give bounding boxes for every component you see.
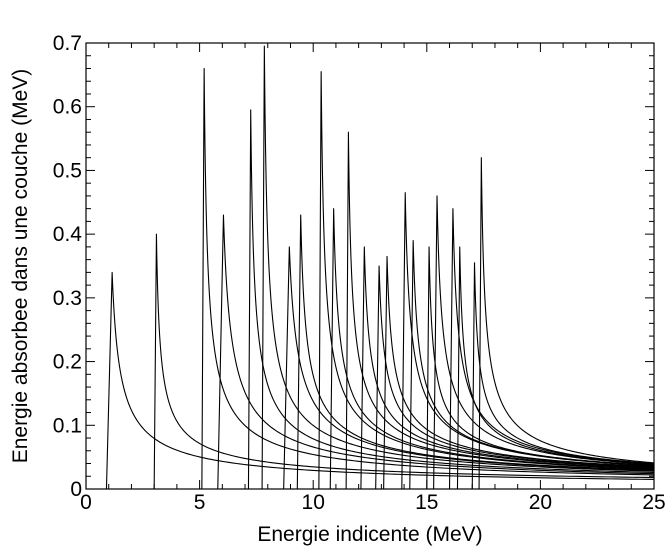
x-tick-label: 15	[415, 491, 438, 514]
series-line-6	[261, 45, 655, 490]
y-tick-label: 0.3	[53, 287, 82, 310]
series-lines	[105, 45, 655, 490]
series-line-9	[318, 71, 655, 490]
series-line-2	[153, 233, 655, 490]
axis-tick-labels: 0 5 10 15 20 25 0 0.1 0.2 0.3 0.4 0.5 0.6 0.7	[53, 32, 666, 514]
series-line-12	[360, 246, 655, 490]
y-tick-label: 0.7	[53, 32, 82, 55]
series-line-18	[433, 195, 655, 490]
y-tick-label: 0.4	[53, 223, 83, 246]
y-tick-label: 0.1	[53, 414, 82, 437]
y-tick-label: 0.5	[53, 159, 82, 182]
series-line-17	[426, 246, 655, 490]
y-axis-label: Energie absorbee dans une couche (MeV)	[9, 69, 32, 464]
x-tick-label: 25	[642, 491, 665, 514]
x-tick-label: 5	[194, 491, 206, 514]
series-line-13	[375, 265, 655, 490]
series-line-15	[401, 192, 655, 490]
x-tick-label: 20	[529, 491, 552, 514]
series-line-11	[345, 131, 655, 490]
axis-ticks	[85, 42, 655, 490]
series-line-20	[456, 246, 655, 490]
y-tick-label: 0	[70, 478, 82, 501]
y-tick-label: 0.2	[53, 351, 82, 374]
series-line-22	[478, 157, 655, 490]
series-line-4	[217, 214, 655, 490]
y-tick-label: 0.6	[53, 96, 82, 119]
x-tick-label: 10	[302, 491, 325, 514]
series-line-5	[247, 109, 655, 490]
series-line-21	[471, 262, 655, 490]
series-line-7	[283, 246, 655, 490]
series-line-14	[383, 255, 655, 490]
series-line-1	[105, 271, 655, 490]
x-tick-label: 0	[80, 491, 92, 514]
series-line-3	[201, 67, 655, 490]
x-axis-label: Energie indicente (MeV)	[257, 523, 482, 546]
plot-frame	[85, 42, 655, 490]
series-line-19	[448, 208, 655, 490]
